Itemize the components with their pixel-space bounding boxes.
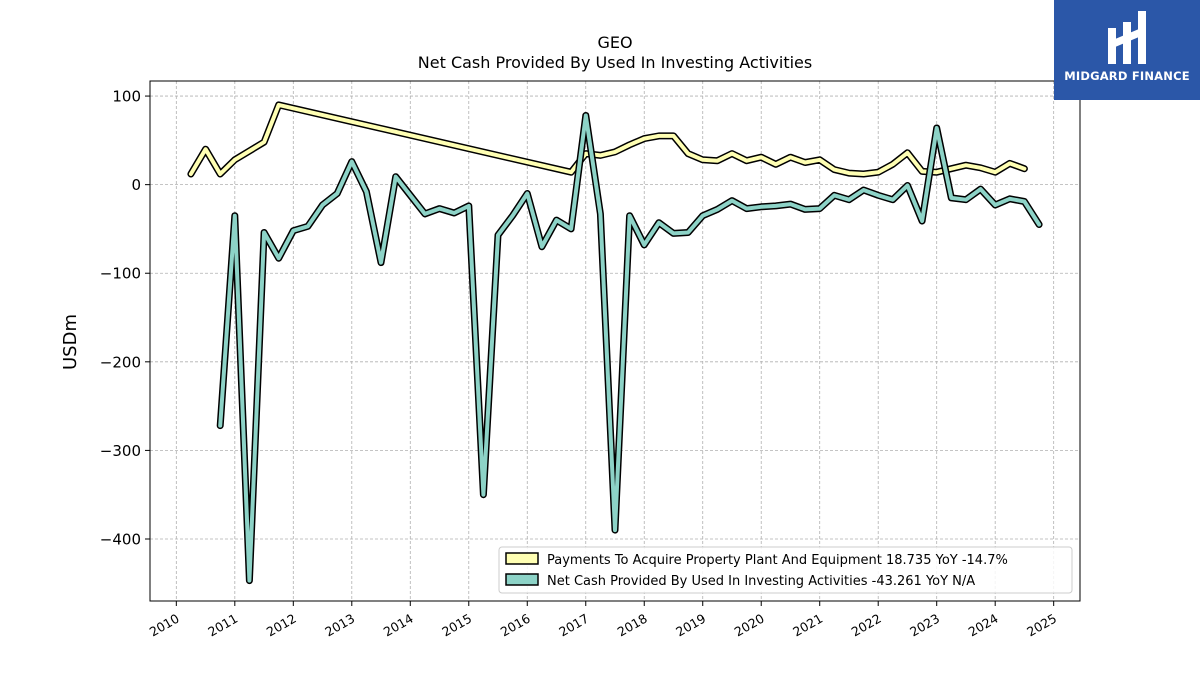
y-tick-label: −200 [100,353,141,371]
x-tick-label: 2024 [966,611,1001,640]
y-tick-label: −400 [100,530,141,548]
x-tick-label: 2014 [381,611,416,640]
x-tick-label: 2011 [205,611,240,640]
brand-name: MIDGARD FINANCE [1064,69,1190,83]
series-line-1 [218,113,1042,583]
x-tick-label: 2025 [1024,611,1059,640]
y-tick-label: −300 [100,442,141,460]
x-tick-label: 2019 [673,611,708,640]
legend-box [498,546,1073,594]
x-tick-label: 2020 [732,611,767,640]
chart-subtitle: Net Cash Provided By Used In Investing A… [418,53,812,72]
y-tick-label: 100 [112,88,141,106]
x-tick-label: 2010 [147,611,182,640]
x-tick-label: 2022 [849,611,884,640]
x-tick-label: 2012 [264,611,299,640]
x-tick-label: 2016 [498,611,533,640]
series-layer [187,101,1043,585]
y-tick-label: 0 [131,176,141,194]
legend-label-investing: Net Cash Provided By Used In Investing A… [547,574,975,589]
legend-swatch-investing [505,573,539,586]
series-line-0 [188,102,1027,176]
x-tick-label: 2023 [907,611,942,640]
x-tick-label: 2015 [439,611,474,640]
x-tick-label: 2018 [615,611,650,640]
brand-logo: MIDGARD FINANCE [1054,0,1200,100]
brand-mark-icon [1108,11,1146,64]
plot-frame [149,80,1081,602]
y-axis-label: USDm [60,314,81,370]
x-tick-label: 2013 [322,611,357,640]
chart-title: GEO [597,33,632,52]
legend-label-ppe: Payments To Acquire Property Plant And E… [547,553,1008,568]
legend-swatch-ppe [505,552,539,565]
x-tick-label: 2017 [556,611,591,640]
y-tick-label: −100 [100,265,141,283]
x-tick-label: 2021 [790,611,825,640]
legend: Payments To Acquire Property Plant And E… [498,546,1073,594]
